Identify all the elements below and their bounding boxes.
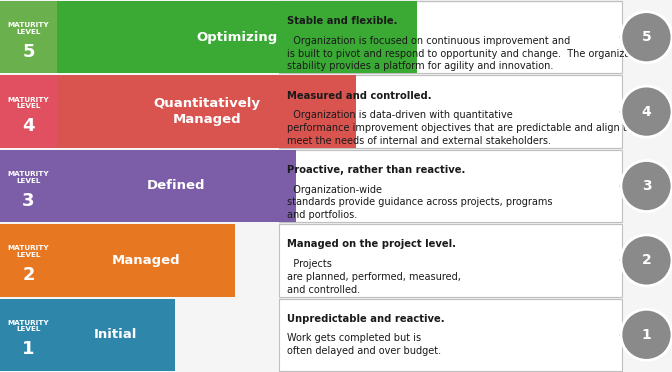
Bar <box>57 298 175 371</box>
Bar <box>0 224 57 297</box>
Text: MATURITY
LEVEL: MATURITY LEVEL <box>8 171 49 183</box>
Text: Quantitatively
Managed: Quantitatively Managed <box>153 97 260 126</box>
Bar <box>57 1 417 74</box>
Text: MATURITY
LEVEL: MATURITY LEVEL <box>8 246 49 258</box>
Text: 5: 5 <box>22 43 35 61</box>
Ellipse shape <box>621 160 672 212</box>
Bar <box>57 75 356 148</box>
Text: Proactive, rather than reactive.: Proactive, rather than reactive. <box>287 165 465 175</box>
Text: 1: 1 <box>642 328 651 342</box>
Ellipse shape <box>621 309 672 360</box>
Text: Managed: Managed <box>112 254 181 267</box>
Bar <box>0 75 57 148</box>
Text: 1: 1 <box>22 340 35 358</box>
Bar <box>0 298 57 371</box>
Text: Organization-wide
standards provide guidance across projects, programs
and portf: Organization-wide standards provide guid… <box>287 185 552 220</box>
Text: MATURITY
LEVEL: MATURITY LEVEL <box>8 320 49 332</box>
Text: 5: 5 <box>642 30 651 44</box>
Text: Organization is focused on continuous improvement and
is built to pivot and resp: Organization is focused on continuous im… <box>287 36 657 71</box>
FancyBboxPatch shape <box>279 1 622 74</box>
Text: Stable and flexible.: Stable and flexible. <box>287 16 397 26</box>
Text: 3: 3 <box>642 179 651 193</box>
Text: 4: 4 <box>22 117 35 135</box>
Text: 2: 2 <box>642 253 651 267</box>
Bar <box>57 224 235 297</box>
Ellipse shape <box>621 12 672 63</box>
Text: Defined: Defined <box>147 180 206 192</box>
Text: Initial: Initial <box>94 328 138 341</box>
Bar <box>0 150 57 222</box>
Bar <box>0 1 57 74</box>
FancyBboxPatch shape <box>279 298 622 371</box>
Ellipse shape <box>621 235 672 286</box>
Text: 4: 4 <box>642 105 651 119</box>
FancyBboxPatch shape <box>279 150 622 222</box>
Text: Projects
are planned, performed, measured,
and controlled.: Projects are planned, performed, measure… <box>287 259 461 295</box>
Text: Optimizing: Optimizing <box>196 31 278 44</box>
Ellipse shape <box>621 86 672 137</box>
FancyBboxPatch shape <box>279 224 622 297</box>
Text: Work gets completed but is
often delayed and over budget.: Work gets completed but is often delayed… <box>287 333 441 356</box>
Text: 3: 3 <box>22 192 35 209</box>
Text: Managed on the project level.: Managed on the project level. <box>287 240 456 250</box>
FancyBboxPatch shape <box>279 75 622 148</box>
Text: 2: 2 <box>22 266 35 284</box>
Text: MATURITY
LEVEL: MATURITY LEVEL <box>8 22 49 35</box>
Text: Organization is data-driven with quantitative
performance improvement objectives: Organization is data-driven with quantit… <box>287 110 632 146</box>
Bar <box>57 150 296 222</box>
Text: MATURITY
LEVEL: MATURITY LEVEL <box>8 97 49 109</box>
Text: Measured and controlled.: Measured and controlled. <box>287 91 431 101</box>
Text: Unpredictable and reactive.: Unpredictable and reactive. <box>287 314 445 324</box>
